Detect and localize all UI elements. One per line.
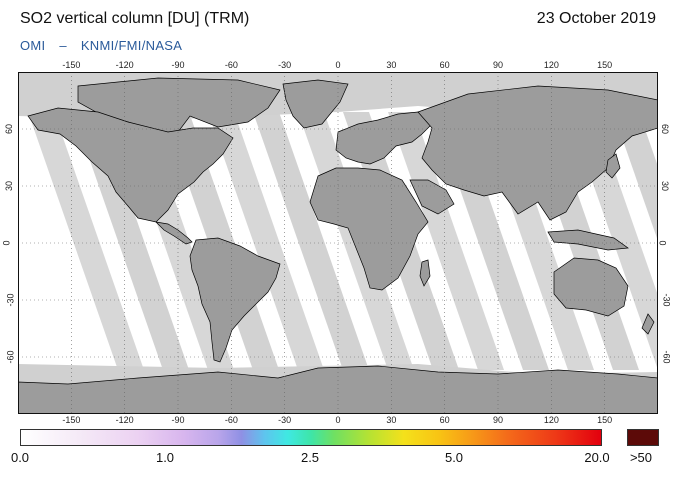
- land-greenland: [282, 79, 349, 129]
- colorbar-label: 2.5: [300, 450, 320, 465]
- orbit-gap: [28, 112, 144, 370]
- colorbar-label: 5.0: [444, 450, 464, 465]
- longitude-tick-label: -90: [171, 415, 185, 425]
- latitude-axis-left: 60 30 0 -30 -60: [1, 72, 16, 414]
- longitude-tick-label: -150: [62, 415, 81, 425]
- longitude-tick-label: -60: [224, 415, 238, 425]
- longitude-tick-label: 0: [335, 415, 341, 425]
- land-africa: [309, 167, 429, 291]
- longitude-tick-label: 30: [386, 60, 397, 70]
- latitude-tick-label: 0: [1, 240, 12, 246]
- data-credit: OMI – KNMI/FMI/NASA: [20, 38, 192, 53]
- latitude-tick-label: 30: [660, 180, 671, 192]
- land-japan: [605, 153, 621, 179]
- latitude-tick-label: 60: [660, 123, 671, 135]
- credit-separator: –: [59, 38, 67, 53]
- latitude-tick-label: -30: [5, 293, 16, 307]
- map-frame: [18, 72, 658, 414]
- longitude-tick-label: 60: [439, 415, 450, 425]
- orbit-gap: [208, 112, 324, 370]
- orbit-gap: [73, 112, 189, 370]
- land-asia: [417, 85, 658, 221]
- longitude-tick-label: -90: [171, 60, 185, 70]
- longitude-tick-label: 90: [492, 60, 504, 70]
- colorbar-label: 1.0: [155, 450, 175, 465]
- longitude-tick-label: -30: [278, 415, 292, 425]
- longitude-tick-label: 120: [543, 415, 559, 425]
- latitude-axis-right: 60 30 0 -30 -60: [657, 72, 672, 414]
- land-central-america: [154, 221, 193, 245]
- longitude-tick-label: 30: [386, 415, 397, 425]
- longitude-tick-label: -60: [224, 60, 238, 70]
- map-canvas: [18, 72, 658, 414]
- land-australia: [553, 257, 629, 317]
- latitude-tick-label: 60: [4, 123, 15, 135]
- latitude-tick-label: -60: [5, 350, 16, 364]
- longitude-tick-label: -30: [278, 60, 292, 70]
- longitude-tick-label: 120: [543, 60, 559, 70]
- longitude-tick-label: 150: [597, 60, 613, 70]
- orbit-gap: [388, 112, 504, 370]
- map-title: SO2 vertical column [DU] (TRM): [20, 10, 250, 27]
- longitude-tick-label: 150: [597, 415, 613, 425]
- land-north-america: [27, 107, 234, 223]
- latitude-tick-label: -30: [661, 293, 672, 307]
- orbit-gap: [613, 112, 658, 241]
- orbit-gap: [253, 112, 369, 370]
- longitude-tick-label: -120: [115, 415, 134, 425]
- latitude-tick-label: 0: [657, 240, 668, 246]
- longitude-tick-label: -120: [115, 60, 134, 70]
- longitude-tick-label: 60: [439, 60, 450, 70]
- latitude-tick-label: 30: [4, 180, 15, 192]
- longitude-tick-label: 0: [335, 60, 341, 70]
- graticule: [18, 72, 658, 414]
- colorbar-overflow-label: >50: [629, 450, 653, 465]
- credit-institutes: KNMI/FMI/NASA: [80, 38, 183, 53]
- colorbar-label: 0.0: [10, 450, 30, 465]
- longitude-tick-label: 90: [492, 415, 504, 425]
- land-arabia: [409, 179, 455, 215]
- latitude-tick-label: -60: [661, 350, 672, 364]
- colorbar-label: 20.0: [584, 450, 610, 465]
- colorbar: [20, 429, 602, 446]
- so2-map: [18, 72, 658, 414]
- land-new-zealand: [641, 313, 655, 335]
- land-antarctica: [18, 365, 658, 414]
- credit-instrument: OMI: [20, 38, 46, 53]
- longitude-tick-label: -150: [62, 60, 81, 70]
- longitude-axis-bottom: -150 -120 -90 -60 -30 0 30 60 90 120 150: [18, 415, 658, 427]
- land-madagascar: [419, 259, 431, 287]
- longitude-axis-top: -150 -120 -90 -60 -30 0 30 60 90 120 150: [18, 60, 658, 72]
- land-europe: [335, 111, 433, 165]
- colorbar-overflow-swatch: [627, 429, 659, 446]
- land-maritime-southeast-asia: [547, 229, 629, 251]
- continents: [18, 77, 658, 414]
- map-date: 23 October 2019: [536, 10, 656, 27]
